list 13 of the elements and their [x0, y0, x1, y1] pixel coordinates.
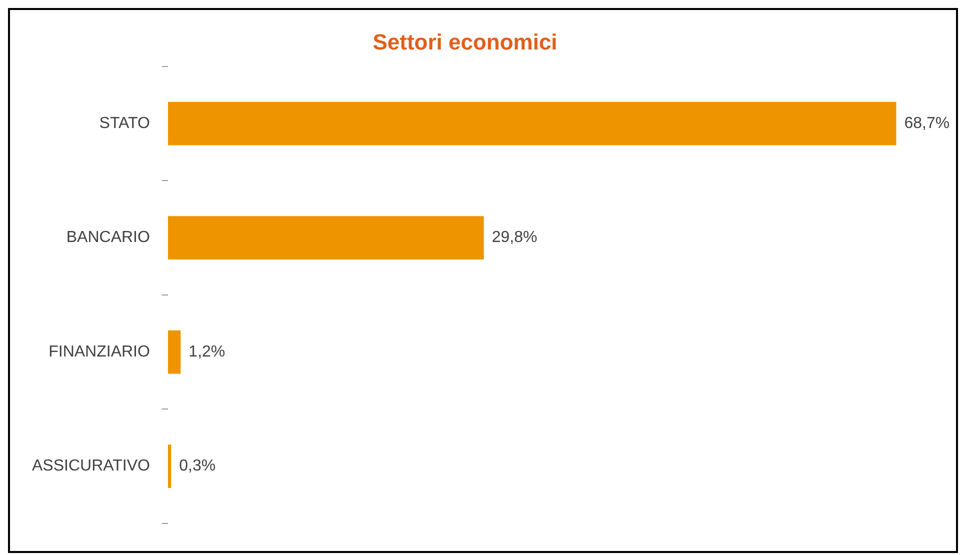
bar: [168, 330, 181, 374]
y-tick-label: FINANZIARIO: [48, 343, 150, 360]
bar: [168, 444, 172, 488]
data-label: 0,3%: [179, 458, 216, 475]
y-tick-label: ASSICURATIVO: [32, 458, 150, 475]
bar: [168, 102, 896, 146]
chart-title: Settori economici: [372, 29, 558, 54]
y-tick-label: BANCARIO: [66, 229, 150, 246]
y-tick-label: STATO: [99, 114, 150, 132]
data-label: 68,7%: [904, 114, 950, 132]
data-label: 1,2%: [188, 343, 226, 360]
data-label: 29,8%: [492, 229, 538, 246]
bar: [168, 216, 484, 260]
